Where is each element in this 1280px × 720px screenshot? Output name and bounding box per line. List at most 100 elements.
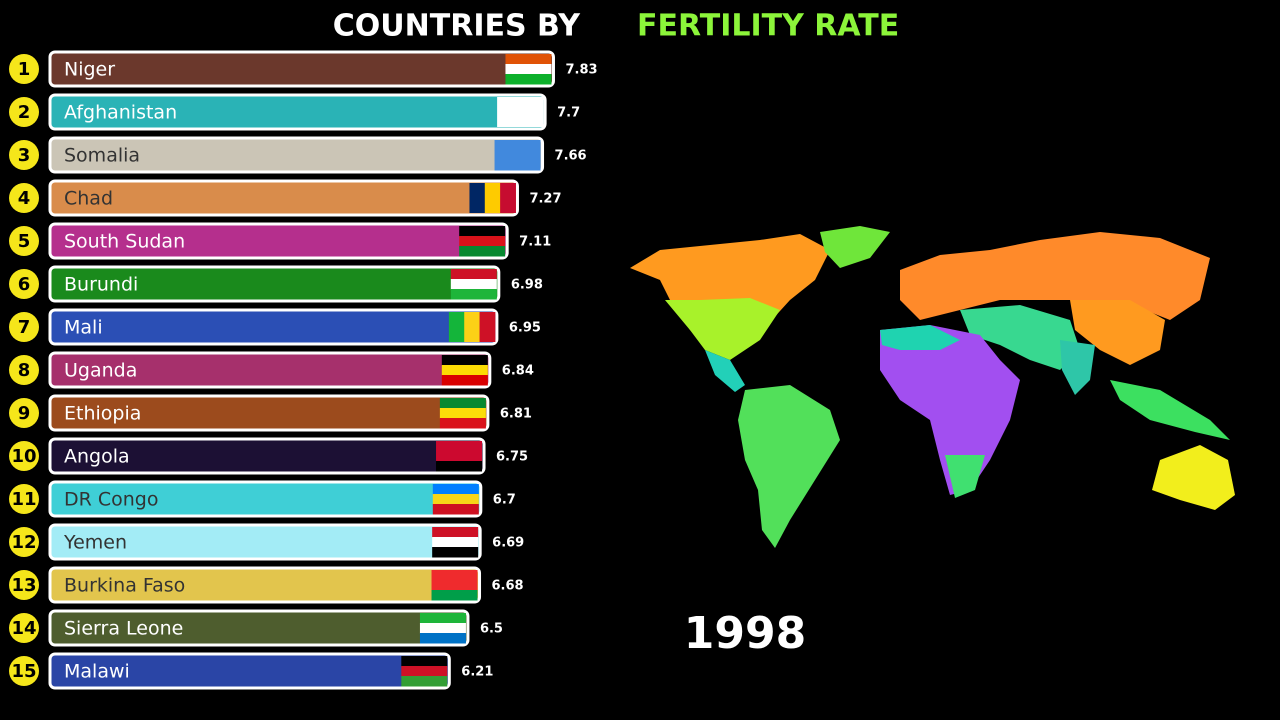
flag-stripe (527, 97, 544, 127)
flag-stripe (436, 451, 483, 462)
flag-stripe (436, 441, 483, 452)
bar-label: Ethiopia (64, 403, 141, 425)
rank-badge (9, 140, 39, 170)
bar-label: Sierra Leone (64, 618, 183, 640)
flag (419, 613, 466, 644)
rank-label: 5 (18, 231, 31, 252)
value-label: 7.83 (565, 63, 597, 78)
map-north-america (630, 234, 830, 346)
value-label: 7.11 (519, 235, 551, 250)
flag-stripe (401, 666, 448, 677)
rank-badge (9, 656, 39, 686)
flag-stripe (450, 289, 497, 300)
bar-label: Angola (64, 446, 130, 468)
rank-badge (9, 484, 39, 514)
flag (431, 570, 478, 601)
flag-stripe (432, 537, 479, 548)
bar (48, 93, 547, 131)
flag (432, 527, 479, 558)
map-australia (1152, 445, 1235, 510)
flag-stripe (432, 484, 479, 495)
bar-label: Malawi (64, 661, 130, 683)
value-label: 6.5 (480, 622, 503, 637)
value-label: 6.68 (492, 579, 524, 594)
value-label: 6.98 (511, 278, 543, 293)
flag (432, 484, 479, 515)
chart-title: COUNTRIES BY (333, 9, 581, 44)
flag-stripe (431, 570, 478, 581)
flag-stripe (436, 461, 483, 472)
flag-stripe (469, 183, 486, 213)
world-map (630, 226, 1235, 548)
map-greenland (820, 226, 890, 268)
flag-stripe (505, 74, 552, 85)
rank-label: 14 (11, 618, 36, 639)
rank-badge (9, 355, 39, 385)
bar-label: Uganda (64, 360, 137, 382)
bar (48, 523, 482, 561)
map-south-america (738, 385, 840, 548)
rank-badge (9, 226, 39, 256)
flag (441, 355, 488, 386)
bar (48, 394, 490, 432)
flag (401, 656, 448, 687)
flag (469, 183, 516, 213)
bar-label: South Sudan (64, 231, 185, 253)
flag-stripe (512, 97, 529, 127)
rank-badge (9, 398, 39, 428)
flag-stripe (439, 418, 486, 429)
flag-stripe (439, 408, 486, 419)
bar-label: DR Congo (64, 489, 159, 511)
flag-stripe (439, 398, 486, 409)
map-north-africa (880, 325, 960, 350)
rank-badge (9, 527, 39, 557)
rank-badge (9, 570, 39, 600)
flag-stripe (494, 150, 541, 161)
bar-label: Chad (64, 188, 113, 210)
rank-label: 6 (18, 274, 31, 295)
flag-stripe (431, 590, 478, 601)
map-india (1060, 340, 1095, 395)
flag (459, 226, 506, 257)
bar (48, 222, 509, 260)
flag-stripe (484, 183, 501, 213)
rank-badge (9, 441, 39, 471)
flag-stripe (479, 312, 496, 342)
rank-label: 3 (18, 145, 31, 166)
flag (494, 140, 541, 171)
flag-stripe (450, 269, 497, 280)
map-africa (880, 325, 1020, 495)
bar (48, 652, 451, 690)
bar-label: Yemen (63, 532, 127, 554)
flag (497, 97, 544, 127)
flag-stripe (500, 183, 516, 213)
bar-label: Mali (64, 317, 103, 339)
flag-stripe (401, 656, 448, 667)
flag-stripe (419, 623, 466, 634)
value-label: 6.7 (493, 493, 516, 508)
flag (439, 398, 486, 429)
bar-label: Somalia (64, 145, 140, 167)
flag-stripe (441, 375, 488, 386)
rank-badge (9, 97, 39, 127)
rank-label: 11 (11, 489, 36, 510)
value-label: 6.21 (461, 665, 493, 680)
bar (48, 265, 501, 303)
value-label: 6.84 (502, 364, 534, 379)
rank-label: 7 (18, 317, 31, 338)
flag-stripe (459, 236, 506, 247)
bar (48, 50, 555, 88)
value-label: 7.27 (529, 192, 561, 207)
value-label: 6.69 (492, 536, 524, 551)
bar (48, 308, 499, 346)
year-label: 1998 (684, 608, 806, 659)
rank-label: 4 (18, 188, 31, 209)
flag-stripe (459, 226, 506, 237)
rank-badge (9, 613, 39, 643)
rank-label: 10 (11, 446, 36, 467)
rank-badge (9, 54, 39, 84)
flag (436, 441, 483, 472)
flag-stripe (494, 140, 541, 151)
flag-stripe (431, 580, 478, 591)
